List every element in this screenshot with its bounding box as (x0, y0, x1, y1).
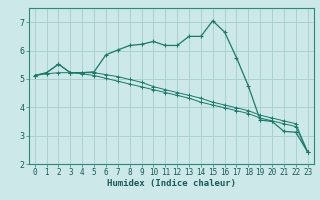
X-axis label: Humidex (Indice chaleur): Humidex (Indice chaleur) (107, 179, 236, 188)
